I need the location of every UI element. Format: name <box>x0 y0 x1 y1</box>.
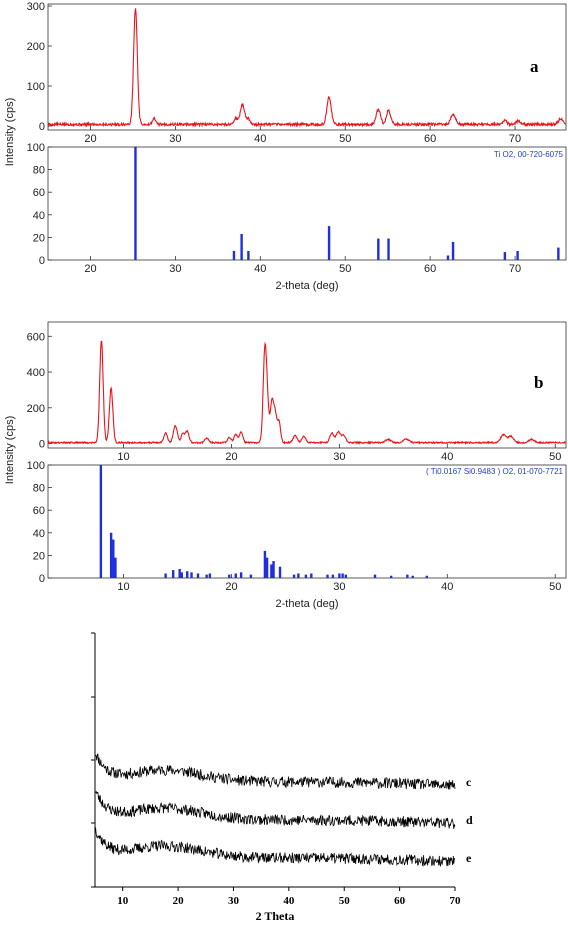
y-tick-label: 40 <box>33 210 45 222</box>
panel-a-pattern-x-ticks: 20 30 40 50 60 70 <box>84 126 521 145</box>
y-tick-label: 20 <box>33 232 45 244</box>
panel-b-pattern-x-ticks: 10 20 30 40 50 <box>117 444 561 463</box>
y-tick-label: 60 <box>33 187 45 199</box>
x-tick-label: 10 <box>117 451 129 463</box>
x-tick-label: 60 <box>424 263 436 275</box>
panel-cde-x-axis-label: 2 Theta <box>256 909 295 923</box>
panel-b-x-axis-label: 2-theta (deg) <box>276 598 339 610</box>
x-tick-label: 30 <box>228 895 240 907</box>
panel-a-pattern-frame <box>47 3 567 131</box>
panel-cde-y-ticks <box>91 632 95 888</box>
panel-a-reference-label: Ti O2, 00-720-6075 <box>494 150 564 159</box>
y-tick-label: 400 <box>27 367 45 379</box>
x-tick-label: 10 <box>117 895 129 907</box>
trace-label-d: d <box>466 813 473 827</box>
panel-a-reference-sticks <box>134 147 560 260</box>
trace-c <box>94 753 456 790</box>
x-tick-label: 30 <box>333 581 345 593</box>
panel-b-reference-x-ticks: 10 20 30 40 50 <box>117 574 561 593</box>
y-tick-label: 0 <box>39 573 45 585</box>
panel-a-reference: 0 20 40 60 80 100 20 30 40 50 60 70 Ti O2, 00-720-… <box>27 142 567 292</box>
panel-cde-x-ticks: 10 20 30 40 50 60 70 <box>117 887 461 907</box>
panel-a-pattern: 0 100 200 300 20 30 40 50 60 70 a <box>27 1 567 145</box>
panel-a-reference-x-ticks: 20 30 40 50 60 70 <box>84 256 521 275</box>
x-tick-label: 20 <box>225 581 237 593</box>
panel-b-pattern-frame <box>47 321 567 449</box>
panel-b-reference-label: ( Ti0.0167 Si0.9483 ) O2, 01-070-7721 <box>426 467 564 476</box>
panel-b-reference-y-ticks: 0 20 40 60 80 100 <box>27 460 52 585</box>
x-tick-label: 30 <box>169 133 181 145</box>
x-tick-label: 20 <box>84 133 96 145</box>
y-tick-label: 20 <box>33 550 45 562</box>
panel-cde: 10 20 30 40 50 60 70 c d e 2 Theta <box>91 632 473 923</box>
y-tick-label: 100 <box>27 142 45 154</box>
x-tick-label: 60 <box>394 895 406 907</box>
x-tick-label: 40 <box>283 895 295 907</box>
panel-a-pattern-line <box>47 8 567 128</box>
y-tick-label: 300 <box>27 1 45 13</box>
x-tick-label: 70 <box>509 263 521 275</box>
x-tick-label: 60 <box>424 133 436 145</box>
x-tick-label: 40 <box>441 451 453 463</box>
panel-b-pattern-line <box>47 340 566 445</box>
panel-b-pattern-y-ticks: 0 200 400 600 <box>27 331 52 451</box>
panel-b-reference-sticks <box>99 465 428 578</box>
x-tick-label: 50 <box>339 133 351 145</box>
y-tick-label: 80 <box>33 483 45 495</box>
y-tick-label: 60 <box>33 505 45 517</box>
x-tick-label: 20 <box>173 895 185 907</box>
x-tick-label: 30 <box>333 451 345 463</box>
x-tick-label: 40 <box>254 263 266 275</box>
y-tick-label: 100 <box>27 460 45 472</box>
y-tick-label: 0 <box>39 255 45 267</box>
x-tick-label: 40 <box>254 133 266 145</box>
panel-b-reference-frame <box>47 464 567 579</box>
y-tick-label: 80 <box>33 165 45 177</box>
y-tick-label: 0 <box>39 439 45 451</box>
y-tick-label: 600 <box>27 331 45 343</box>
trace-label-e: e <box>466 851 472 865</box>
panel-a-y-axis-label: Intensity (cps) <box>4 98 16 166</box>
y-tick-label: 40 <box>33 528 45 540</box>
trace-d <box>95 790 456 829</box>
panel-b-letter: b <box>534 373 543 392</box>
panel-cde-traces: c d e <box>94 753 473 868</box>
x-tick-label: 10 <box>117 581 129 593</box>
x-tick-label: 50 <box>549 581 561 593</box>
x-tick-label: 50 <box>549 451 561 463</box>
trace-e <box>94 827 456 868</box>
y-tick-label: 200 <box>27 403 45 415</box>
x-tick-label: 40 <box>441 581 453 593</box>
y-tick-label: 200 <box>27 41 45 53</box>
panel-a-reference-frame <box>47 146 567 261</box>
panel-b-pattern: 0 200 400 600 10 20 30 40 50 b <box>27 321 567 463</box>
panel-a-reference-y-ticks: 0 20 40 60 80 100 <box>27 142 52 267</box>
x-tick-label: 70 <box>509 133 521 145</box>
x-tick-label: 30 <box>169 263 181 275</box>
panel-a-letter: a <box>530 57 539 76</box>
y-tick-label: 0 <box>39 121 45 133</box>
panel-b-y-axis-label: Intensity (cps) <box>4 416 16 484</box>
trace-label-c: c <box>466 775 472 789</box>
x-tick-label: 50 <box>339 895 351 907</box>
x-tick-label: 50 <box>339 263 351 275</box>
x-tick-label: 70 <box>450 895 462 907</box>
y-tick-label: 100 <box>27 81 45 93</box>
x-tick-label: 20 <box>84 263 96 275</box>
panel-a-x-axis-label: 2-theta (deg) <box>276 280 339 292</box>
panel-a-pattern-y-ticks: 0 100 200 300 <box>27 1 52 133</box>
x-tick-label: 20 <box>225 451 237 463</box>
panel-b-reference: 0 20 40 60 80 100 10 20 30 40 50 ( Ti0.0167 Si0.9… <box>27 460 567 610</box>
